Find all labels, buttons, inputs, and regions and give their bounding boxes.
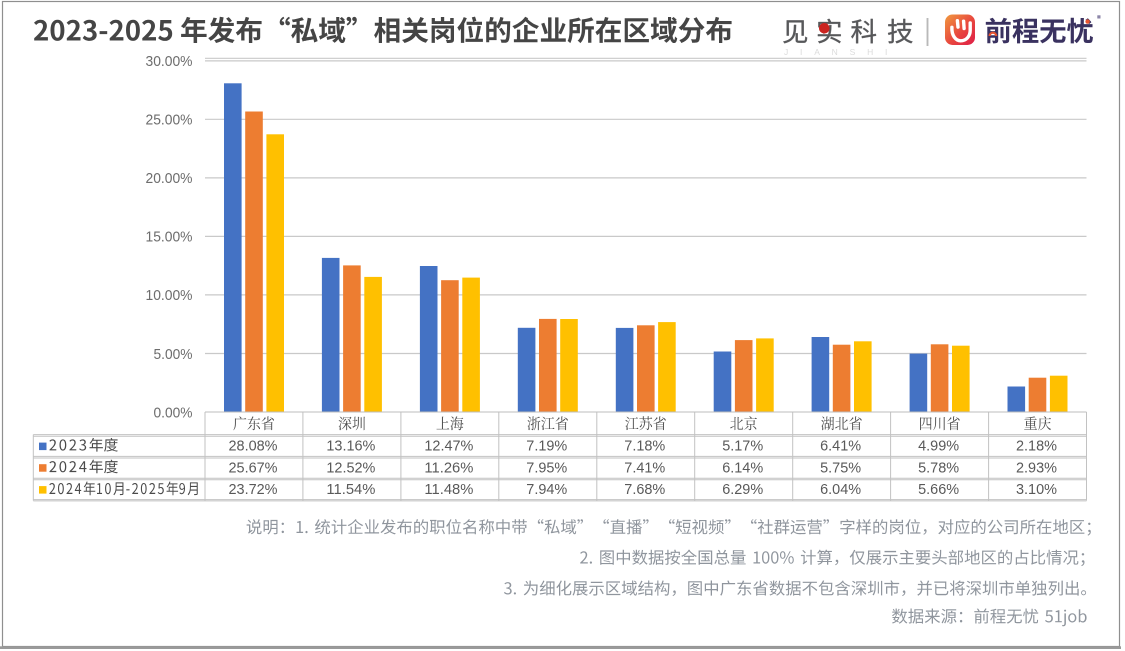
svg-text:20.00%: 20.00%: [146, 170, 193, 187]
svg-text:7.94%: 7.94%: [526, 482, 567, 498]
svg-text:25.00%: 25.00%: [146, 112, 193, 129]
svg-text:5.75%: 5.75%: [820, 460, 861, 476]
svg-text:12.47%: 12.47%: [424, 439, 473, 455]
svg-text:6.14%: 6.14%: [722, 460, 763, 476]
svg-text:2.93%: 2.93%: [1016, 460, 1057, 476]
svg-text:13.16%: 13.16%: [326, 439, 375, 455]
svg-text:11.54%: 11.54%: [326, 482, 375, 498]
svg-text:7.95%: 7.95%: [526, 460, 567, 476]
svg-text:0.00%: 0.00%: [154, 404, 193, 421]
svg-text:7.19%: 7.19%: [526, 439, 567, 455]
svg-text:23.72%: 23.72%: [229, 482, 278, 498]
svg-text:4.99%: 4.99%: [918, 439, 959, 455]
svg-text:3.10%: 3.10%: [1016, 482, 1057, 498]
svg-text:11.26%: 11.26%: [424, 460, 473, 476]
svg-text:6.29%: 6.29%: [722, 482, 763, 498]
svg-text:30.00%: 30.00%: [146, 53, 193, 70]
svg-text:7.68%: 7.68%: [624, 482, 665, 498]
svg-text:7.41%: 7.41%: [624, 460, 665, 476]
svg-text:11.48%: 11.48%: [424, 482, 473, 498]
svg-text:2.18%: 2.18%: [1016, 439, 1057, 455]
svg-text:5.66%: 5.66%: [918, 482, 959, 498]
svg-text:6.41%: 6.41%: [820, 439, 861, 455]
svg-text:15.00%: 15.00%: [146, 229, 193, 246]
svg-text:12.52%: 12.52%: [326, 460, 375, 476]
svg-text:25.67%: 25.67%: [229, 460, 278, 476]
svg-text:6.04%: 6.04%: [820, 482, 861, 498]
svg-text:7.18%: 7.18%: [624, 439, 665, 455]
svg-text:28.08%: 28.08%: [229, 439, 278, 455]
svg-text:JIANSHI: JIANSHI: [784, 47, 899, 57]
svg-text:5.17%: 5.17%: [722, 439, 763, 455]
svg-text:10.00%: 10.00%: [146, 287, 193, 304]
svg-text:5.00%: 5.00%: [154, 346, 193, 363]
svg-text:5.78%: 5.78%: [918, 460, 959, 476]
